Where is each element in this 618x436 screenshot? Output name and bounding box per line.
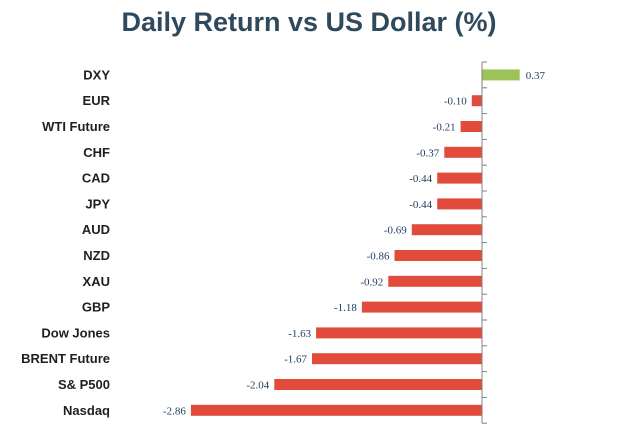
value-label: -0.10 [444, 96, 467, 108]
category-label: Nasdaq [63, 403, 110, 418]
category-label: CAD [82, 171, 110, 186]
category-label: NZD [83, 248, 110, 263]
bar-jpy [437, 198, 482, 210]
axis-ticks [482, 61, 487, 424]
value-label: -0.37 [416, 147, 439, 159]
chart-title: Daily Return vs US Dollar (%) [121, 7, 497, 37]
bar-nasdaq [190, 404, 482, 416]
category-label: EUR [83, 93, 111, 108]
bar-eur [471, 95, 482, 107]
category-labels: DXY EUR WTI Future CHF CAD JPY AUD NZD XAU GBP Dow… [21, 67, 110, 417]
category-label: XAU [83, 274, 110, 289]
category-label: S& P500 [58, 377, 110, 392]
bar-aud [411, 224, 482, 236]
category-label: DXY [83, 67, 110, 82]
category-label: CHF [83, 145, 110, 160]
bar-brent-future [312, 353, 482, 365]
category-label: Dow Jones [41, 325, 110, 340]
category-label: WTI Future [42, 119, 110, 134]
bar-nzd [394, 250, 482, 261]
bar-cad [437, 172, 482, 184]
category-label: JPY [85, 196, 110, 211]
value-label: -1.67 [284, 354, 307, 366]
value-label: -0.44 [409, 199, 432, 211]
value-label: -2.86 [163, 405, 186, 417]
value-label: -1.18 [334, 302, 357, 314]
bar-dxy [482, 69, 520, 81]
bar-s-p500 [274, 379, 482, 390]
value-label: -0.21 [433, 122, 456, 134]
value-label: -0.69 [384, 225, 407, 237]
bars-layer [190, 69, 520, 416]
bar-chf [444, 146, 482, 158]
bar-gbp [361, 301, 482, 313]
value-label: -1.63 [288, 328, 311, 340]
bar-xau [388, 275, 482, 287]
bar-dow-jones [316, 327, 482, 339]
value-label: 0.37 [526, 70, 546, 82]
category-label: AUD [82, 222, 110, 237]
value-label: -0.86 [367, 251, 390, 263]
category-label: BRENT Future [21, 351, 110, 366]
value-label: -0.92 [360, 276, 383, 288]
bar-wti-future [460, 121, 482, 132]
value-label: -0.44 [409, 173, 432, 185]
category-label: GBP [82, 300, 111, 315]
value-label: -2.04 [246, 380, 269, 392]
value-labels: 0.37 -0.10 -0.21 -0.37 -0.44 -0.44 -0.69 -0.86 -… [163, 70, 545, 417]
